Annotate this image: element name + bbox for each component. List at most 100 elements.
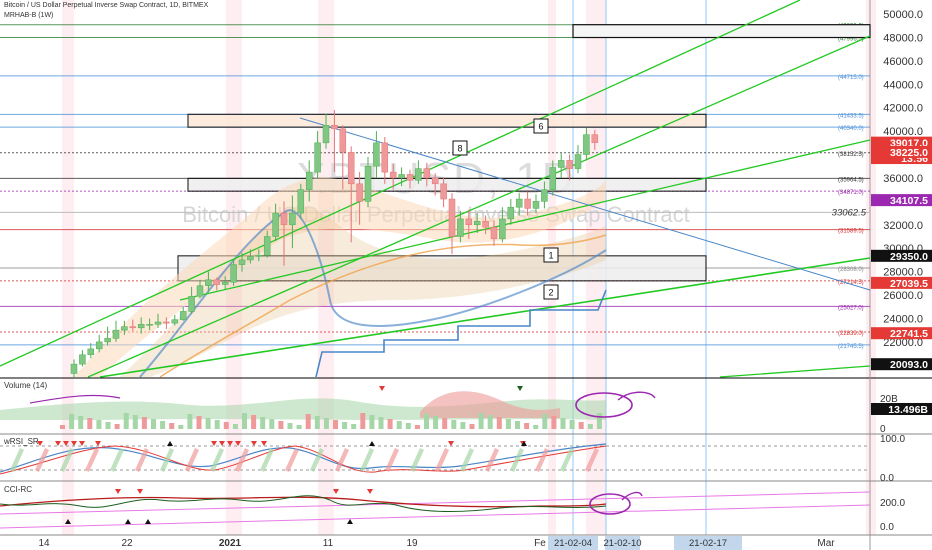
volume-bar: [596, 413, 602, 429]
volume-bar: [551, 416, 557, 429]
rsi-ribbon: [160, 448, 174, 472]
annotation-circle: [589, 493, 631, 515]
price-label-box: [871, 327, 932, 340]
candle: [112, 329, 120, 339]
candle: [415, 168, 422, 181]
candle: [179, 311, 187, 320]
signal-marker: [211, 441, 217, 446]
rsi-ribbon: [335, 448, 349, 472]
trendline: [719, 365, 871, 378]
candle: [389, 171, 397, 179]
rsi-ribbon: [135, 448, 149, 472]
level-label: (40340.0): [838, 126, 864, 132]
annotation-stroke: [29, 394, 121, 404]
candle: [137, 324, 145, 329]
annotation-stroke: [617, 391, 656, 401]
candle: [314, 142, 321, 173]
price-label: 22741.5: [890, 328, 928, 340]
signal-marker: [251, 441, 257, 446]
volume-bar: [442, 418, 448, 429]
signal-marker: [369, 441, 375, 446]
volume-bar: [369, 415, 375, 429]
rsi-line: [0, 445, 607, 475]
volume-bar: [269, 419, 275, 429]
signal-marker: [333, 489, 339, 494]
volume-bar: [223, 422, 229, 429]
price-note: 33062.5: [832, 207, 867, 218]
volume-bar: [187, 414, 193, 429]
signal-band: [62, 0, 74, 535]
rsi-ribbon: [385, 448, 399, 472]
signal-marker: [137, 489, 143, 494]
candle: [499, 218, 506, 240]
zone-box: [187, 113, 707, 128]
candle: [247, 256, 254, 261]
level-label: (34871.0): [838, 190, 864, 196]
volume-bar: [251, 415, 257, 429]
price-label: 27039.5: [890, 278, 928, 290]
rsi-ribbon: [110, 448, 124, 472]
level-label: (27214.5): [838, 280, 864, 286]
ma-band: [74, 177, 606, 377]
candle: [255, 254, 263, 257]
candle: [238, 259, 246, 265]
candle: [356, 183, 363, 202]
candle: [398, 174, 405, 179]
volume-bar: [487, 415, 493, 429]
price-label-box: [871, 249, 932, 262]
candle: [482, 221, 489, 228]
x-tick-label: 11: [323, 538, 334, 549]
level-label: (31589.5): [838, 229, 864, 235]
rsi-line: [0, 443, 607, 473]
volume-bar: [378, 417, 384, 429]
level-label: (38152.5): [838, 152, 864, 158]
rsi-ribbon: [360, 448, 374, 472]
candle: [87, 348, 95, 356]
y-tick-label: 46000.0: [883, 56, 923, 68]
level-label: (22839.0): [838, 331, 864, 337]
volume-bar: [424, 414, 429, 429]
signal-marker: [65, 519, 71, 524]
candle: [79, 354, 86, 365]
volume-bar: [296, 425, 302, 429]
volume-bar: [515, 421, 520, 429]
candle: [364, 166, 372, 202]
candle: [171, 319, 179, 324]
candle: [297, 189, 305, 214]
signal-marker: [55, 441, 61, 446]
rsi-ribbon: [410, 448, 424, 472]
candle: [440, 183, 447, 200]
candle: [574, 154, 582, 169]
signal-callout: [543, 247, 559, 263]
rsi-ribbon: [485, 448, 499, 472]
volume-bar: [542, 414, 548, 429]
rsi-ribbon: [185, 448, 199, 472]
signal-marker: [367, 489, 373, 494]
x-tick-label: 22: [121, 538, 133, 549]
x-tick-label: 19: [406, 538, 418, 549]
candle: [381, 142, 389, 173]
volume-bar: [123, 413, 129, 429]
date-highlight-box: [674, 536, 742, 550]
volume-tick: 0: [880, 424, 886, 435]
cci-tick: 0.0: [880, 522, 894, 533]
volume-bar: [314, 416, 320, 429]
volume-bar: [478, 413, 484, 429]
rsi-ribbon: [310, 448, 324, 472]
level-label: (21745.5): [838, 344, 864, 350]
trendline: [0, 0, 801, 367]
y-tick-label: 40000.0: [883, 126, 923, 138]
rsi-ribbon: [585, 448, 599, 472]
signal-label: 8: [457, 144, 462, 154]
stop-line: [315, 289, 607, 378]
cci-line: [0, 491, 871, 515]
candle: [457, 218, 464, 237]
signal-marker: [125, 519, 131, 524]
candle: [591, 134, 599, 143]
candle: [549, 167, 557, 190]
price-label-box: [871, 194, 932, 207]
trendline: [99, 257, 871, 378]
signal-marker: [261, 441, 267, 446]
annotation-circle: [575, 392, 633, 418]
candle: [230, 264, 237, 283]
